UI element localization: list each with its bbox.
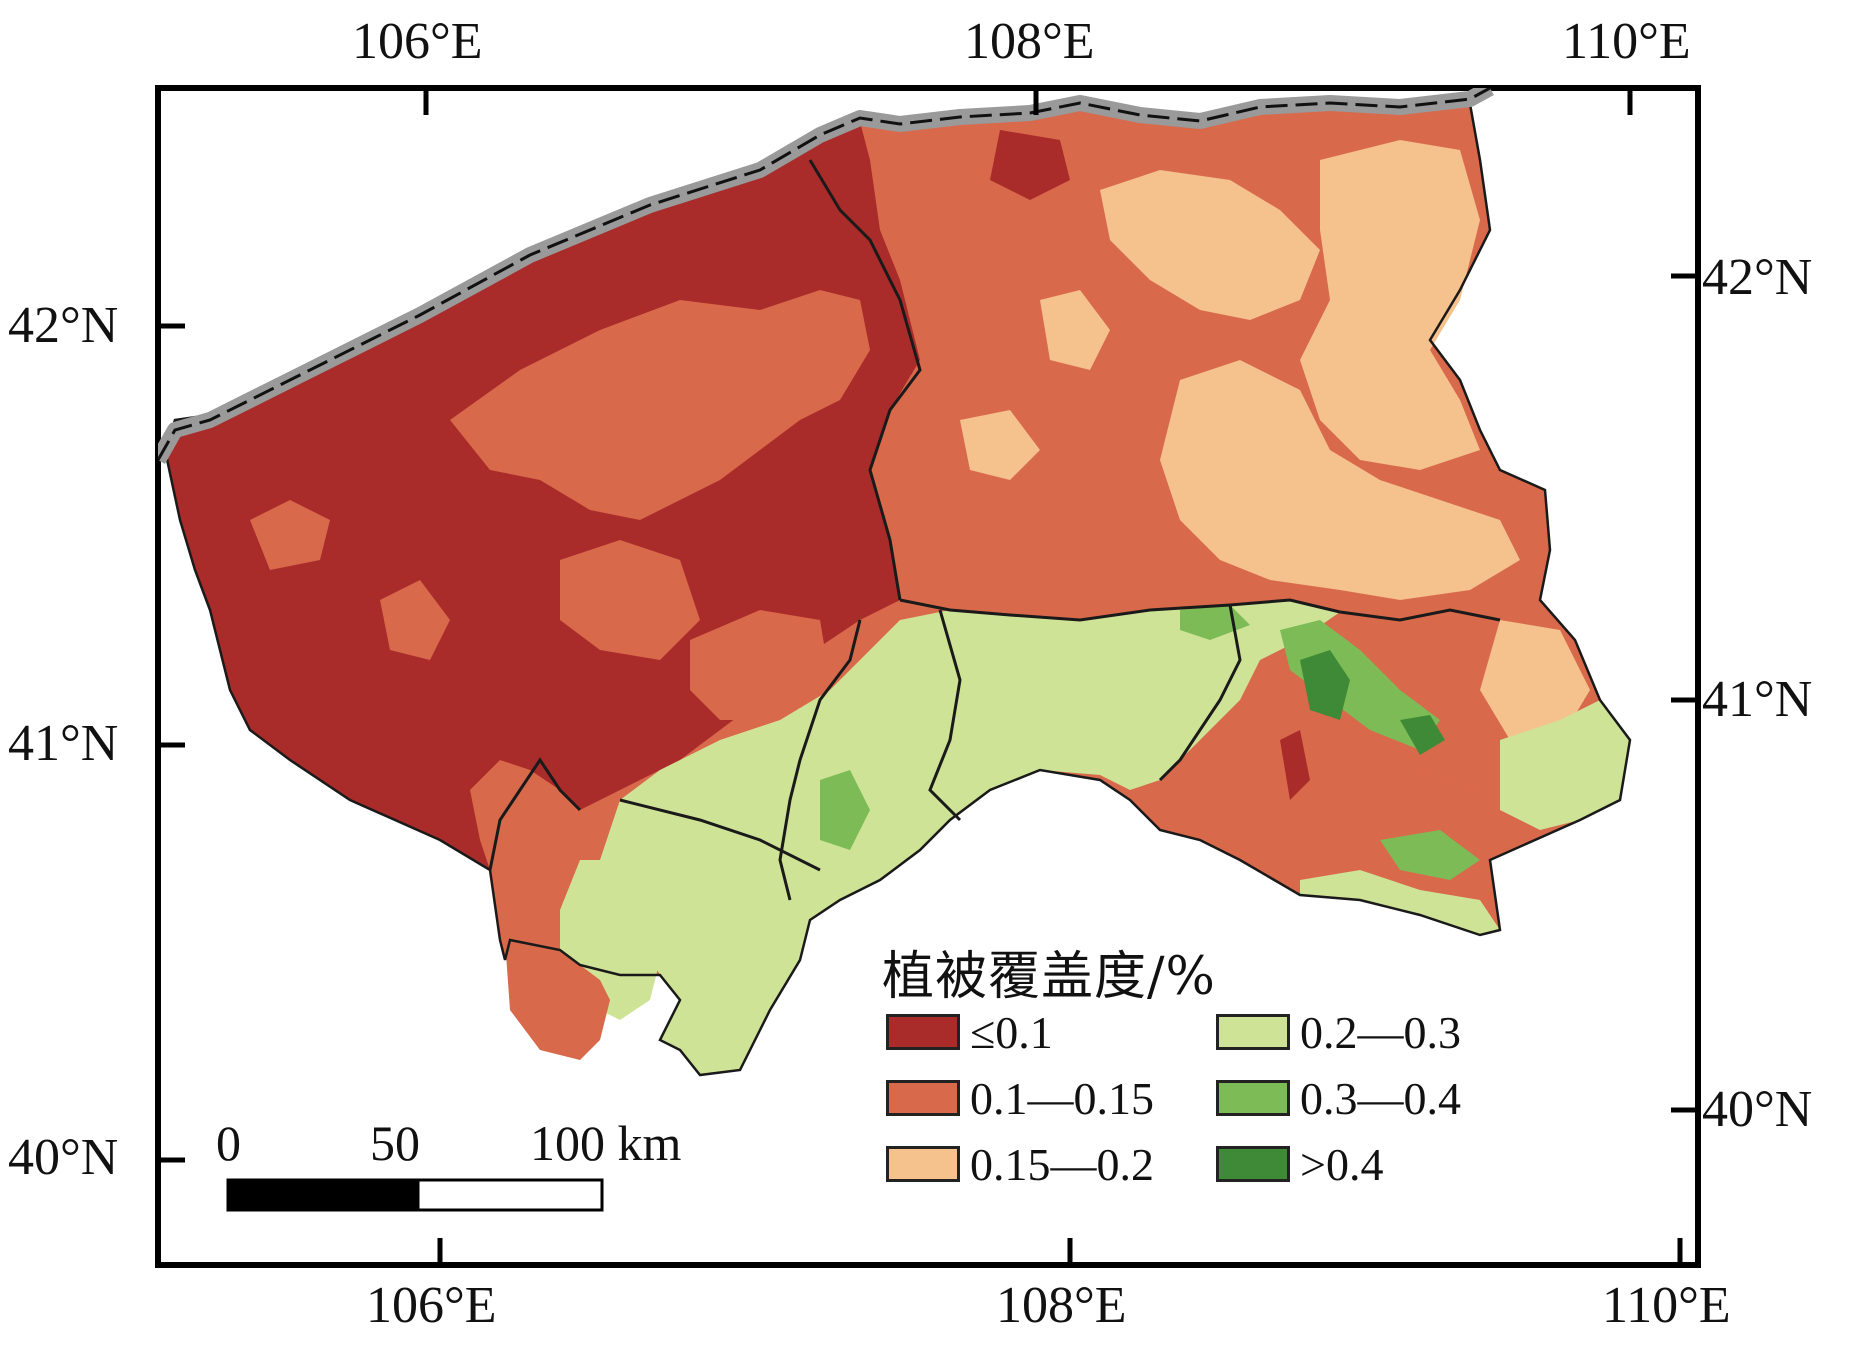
- legend-item-very-low: ≤0.1: [886, 1007, 1053, 1058]
- southwest-lobe: [505, 940, 610, 1060]
- top-x-tick-108: 108°E: [964, 13, 1095, 70]
- east-light-6: [960, 410, 1040, 480]
- left-y-tick-41: 41°N: [8, 715, 119, 772]
- east-green-2: [1300, 870, 1500, 935]
- east-light-1: [1100, 170, 1320, 320]
- legend-swatch: [1216, 1080, 1290, 1116]
- west-patch-3: [380, 580, 450, 660]
- green-high-1: [1300, 650, 1350, 720]
- north-dark-patch: [990, 130, 1070, 200]
- east-light-2: [1300, 140, 1480, 470]
- east-light-3: [1160, 360, 1520, 600]
- legend-label: 0.3—0.4: [1300, 1072, 1461, 1124]
- left-y-tick-42: 42°N: [8, 297, 119, 354]
- legend-swatch: [1216, 1014, 1290, 1050]
- west-patch-1: [450, 290, 870, 520]
- bottom-x-tick-110: 110°E: [1602, 1277, 1731, 1334]
- scale-label-100km: 100 km: [530, 1115, 682, 1171]
- legend-title: 植被覆盖度/%: [882, 947, 1216, 1007]
- green-mid-3: [1380, 830, 1480, 880]
- national-border-dashed: [158, 88, 1491, 461]
- west-patch-5: [250, 500, 330, 570]
- west-patch-4: [690, 610, 830, 720]
- bottom-x-tick-108: 108°E: [996, 1277, 1127, 1334]
- east-red-streak-2: [1340, 760, 1480, 810]
- legend-item-mid: 0.2—0.3: [1216, 1007, 1461, 1058]
- west-patch-2: [560, 540, 700, 660]
- legend-swatch: [886, 1014, 960, 1050]
- legend-item-low: 0.1—0.15: [886, 1073, 1154, 1124]
- legend-item-mid-low: 0.15—0.2: [886, 1139, 1154, 1190]
- east-light-4: [1040, 290, 1110, 370]
- legend-label: 0.1—0.15: [970, 1072, 1154, 1124]
- top-x-tick-110: 110°E: [1562, 13, 1691, 70]
- east-red-streak-1: [1280, 730, 1310, 800]
- legend-label: 0.15—0.2: [970, 1138, 1154, 1190]
- legend-label: ≤0.1: [970, 1006, 1053, 1058]
- green-mid-2: [820, 770, 870, 850]
- legend-swatch: [886, 1146, 960, 1182]
- green-mid-1: [1280, 620, 1440, 750]
- region-green-belt: [600, 600, 1340, 1075]
- legend-item-mid-high: 0.3—0.4: [1216, 1073, 1461, 1124]
- right-y-tick-40: 40°N: [1702, 1081, 1813, 1138]
- top-x-tick-106: 106°E: [352, 13, 483, 70]
- tick-marks: [158, 88, 1698, 1265]
- admin-boundaries: [488, 159, 1501, 901]
- bottom-x-tick-106: 106°E: [366, 1277, 497, 1334]
- scale-bar: [226, 1178, 604, 1212]
- legend-swatch: [1216, 1146, 1290, 1182]
- legend-label: 0.2—0.3: [1300, 1006, 1461, 1058]
- scale-label-0: 0: [216, 1115, 241, 1171]
- east-green-area: [1500, 700, 1630, 830]
- scale-bar-white: [416, 1178, 604, 1212]
- legend-label: >0.4: [1300, 1138, 1384, 1190]
- legend-swatch: [886, 1080, 960, 1116]
- left-y-tick-40: 40°N: [8, 1129, 119, 1186]
- east-light-5: [1480, 620, 1590, 740]
- scale-label-50: 50: [370, 1115, 420, 1171]
- scale-bar-black: [226, 1178, 420, 1212]
- right-y-tick-42: 42°N: [1702, 249, 1813, 306]
- right-y-tick-41: 41°N: [1702, 671, 1813, 728]
- green-high-2: [1400, 715, 1445, 755]
- legend-item-high: >0.4: [1216, 1139, 1383, 1190]
